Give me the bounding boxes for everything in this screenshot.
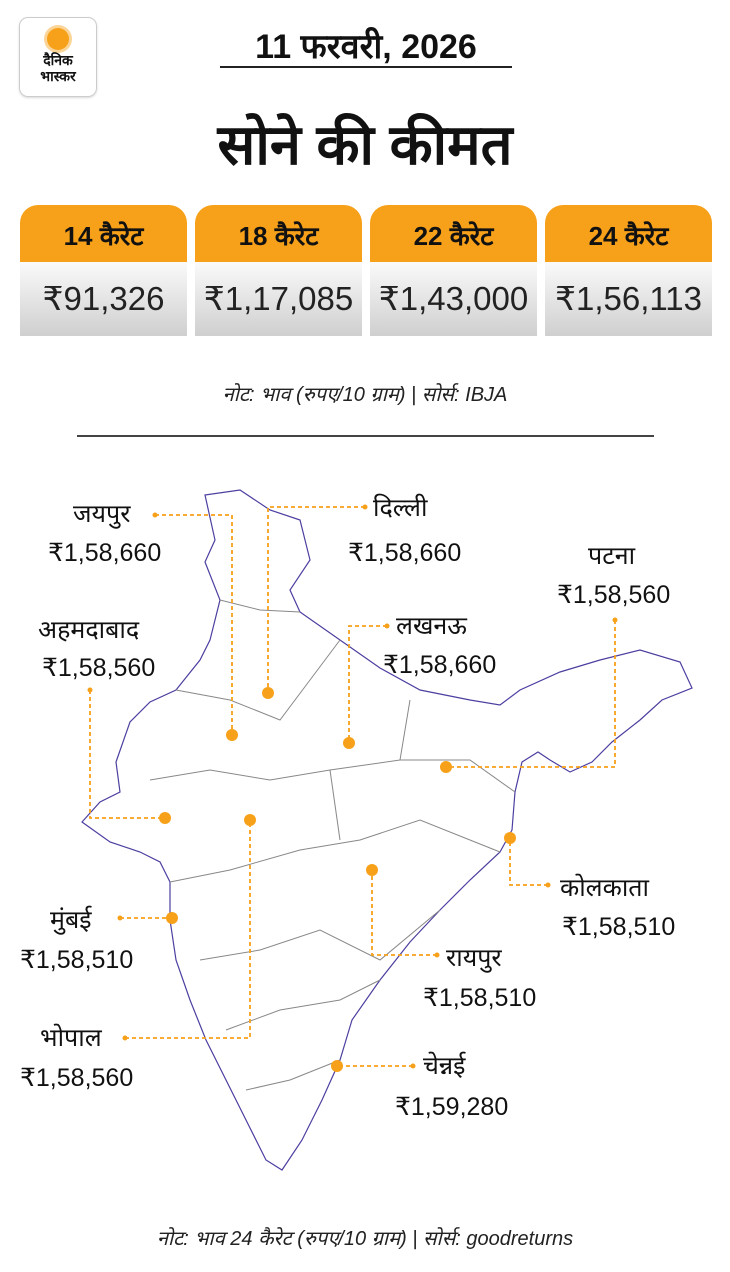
leader-line [125, 820, 251, 1039]
city-name: रायपुर [446, 944, 502, 972]
logo-text: दैनिक [43, 52, 73, 68]
karat-price: ₹1,17,085 [195, 262, 362, 336]
leader-line [509, 838, 548, 886]
city-marker [504, 832, 516, 844]
city-name: चेन्नई [423, 1052, 466, 1080]
city-price: ₹1,59,280 [395, 1093, 509, 1121]
sun-icon [47, 28, 69, 50]
city-price: ₹1,58,560 [42, 654, 156, 682]
city-marker [244, 814, 256, 826]
leader-line [89, 690, 165, 819]
karat-card: 18 कैरेट ₹1,17,085 [195, 205, 362, 336]
state-border [399, 699, 411, 761]
leader-end [612, 617, 618, 623]
state-border [329, 769, 341, 841]
page-title: सोने की कीमत [217, 113, 513, 176]
date: 11 फरवरी, 2026 [255, 28, 477, 66]
city-price: ₹1,58,510 [20, 946, 134, 974]
leader-end [117, 915, 123, 921]
leader-line [348, 625, 387, 743]
karat-label: 14 कैरेट [20, 205, 187, 262]
city-name: कोलकाता [560, 874, 650, 902]
leader-end [384, 623, 390, 629]
city-marker [440, 761, 452, 773]
state-border [219, 599, 301, 613]
city-price: ₹1,58,560 [20, 1064, 134, 1092]
leader-line [371, 870, 437, 956]
city-price: ₹1,58,660 [348, 539, 462, 567]
city-name: लखनऊ [396, 612, 467, 640]
karat-label: 18 कैरेट [195, 205, 362, 262]
karat-price: ₹91,326 [20, 262, 187, 336]
leader-end [362, 504, 368, 510]
leader-end [87, 687, 93, 693]
note-bottom: नोट: भाव 24 कैरेट (रुपए/10 ग्राम) | सोर्… [156, 1228, 574, 1250]
karat-card: 22 कैरेट ₹1,43,000 [370, 205, 537, 336]
city-price: ₹1,58,510 [423, 984, 537, 1012]
india-outline [81, 489, 693, 1171]
logo-text: भास्कर [40, 68, 76, 84]
leader-end [122, 1035, 128, 1041]
state-border [175, 639, 341, 721]
city-price: ₹1,58,660 [48, 539, 162, 567]
karat-price: ₹1,43,000 [370, 262, 537, 336]
leader-end [434, 952, 440, 958]
city-price: ₹1,58,560 [557, 581, 671, 609]
city-name: अहमदाबाद [38, 616, 140, 644]
city-marker [262, 687, 274, 699]
leader-line [446, 620, 616, 768]
karat-label: 22 कैरेट [370, 205, 537, 262]
city-marker [159, 812, 171, 824]
divider [220, 66, 512, 68]
state-border [169, 819, 501, 883]
leader-end [152, 512, 158, 518]
karat-card: 14 कैरेट ₹91,326 [20, 205, 187, 336]
city-price: ₹1,58,510 [562, 913, 676, 941]
leader-end [545, 882, 551, 888]
city-price: ₹1,58,660 [383, 651, 497, 679]
karat-price: ₹1,56,113 [545, 262, 712, 336]
city-marker [166, 912, 178, 924]
leader-end [410, 1063, 416, 1069]
state-border [245, 1059, 341, 1091]
city-marker [366, 864, 378, 876]
leader-line [267, 506, 365, 693]
city-marker [226, 729, 238, 741]
dainik-bhaskar-logo: दैनिक भास्कर [19, 17, 97, 97]
state-border [199, 909, 441, 961]
city-name: जयपुर [73, 500, 131, 528]
city-marker [343, 737, 355, 749]
karat-label: 24 कैरेट [545, 205, 712, 262]
leader-line [155, 514, 233, 735]
city-name: दिल्ली [373, 494, 428, 522]
state-border [225, 979, 381, 1031]
city-name: पटना [588, 542, 636, 570]
karat-card: 24 कैरेट ₹1,56,113 [545, 205, 712, 336]
city-marker [331, 1060, 343, 1072]
city-name: मुंबई [50, 906, 92, 934]
divider [77, 435, 654, 437]
note-top: नोट: भाव (रुपए/10 ग्राम) | सोर्स: IBJA [222, 384, 508, 406]
city-name: भोपाल [40, 1024, 102, 1052]
